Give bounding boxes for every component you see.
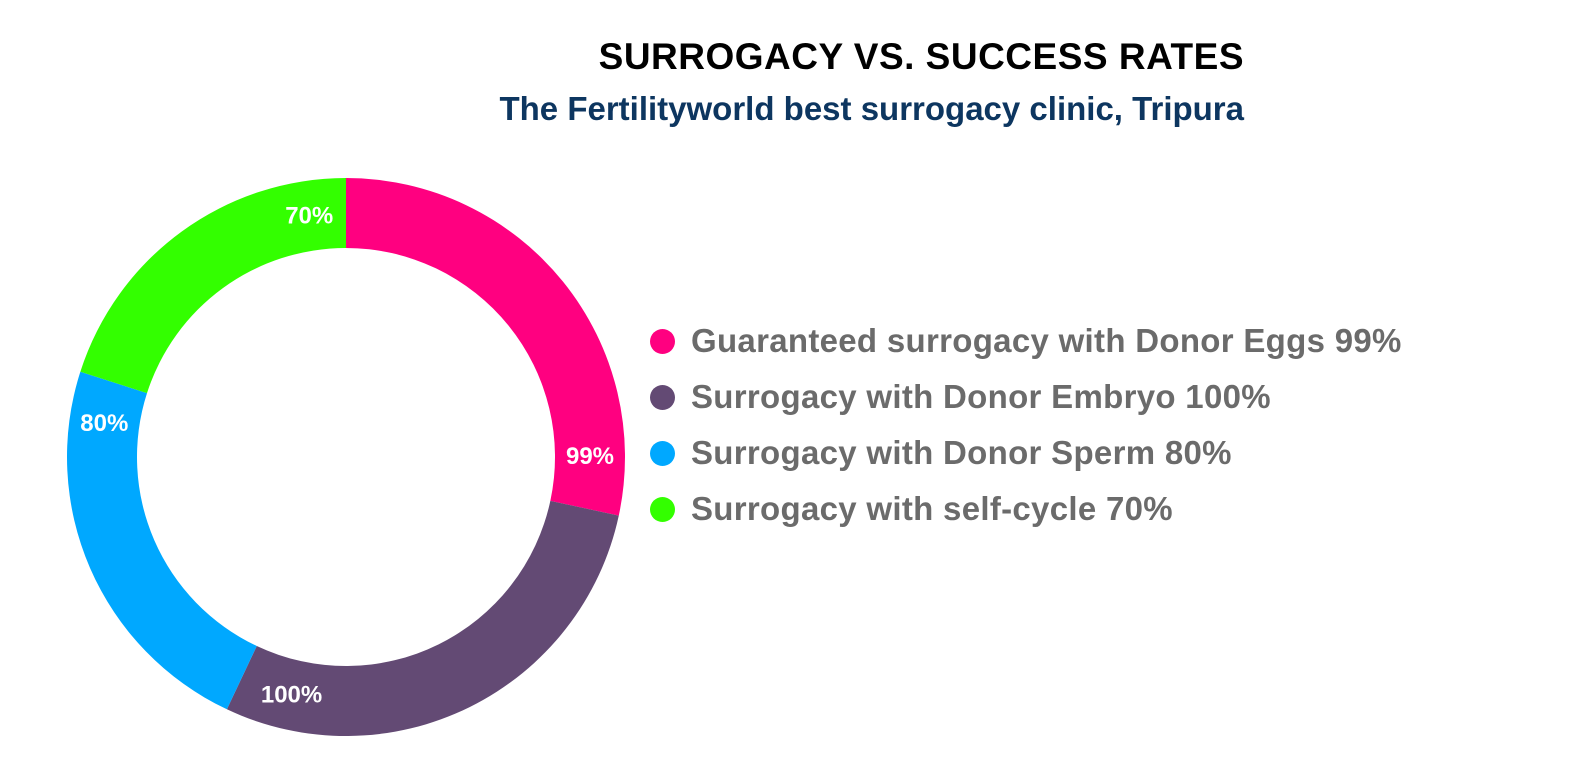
donut-slice-2 — [226, 500, 619, 736]
slice-label-2: 100% — [261, 681, 322, 708]
legend-dot-icon — [650, 496, 675, 522]
chart-subtitle: The Fertilityworld best surrogacy clinic… — [499, 90, 1244, 127]
chart-legend: Guaranteed surrogacy with Donor Eggs 99%… — [650, 313, 1402, 537]
donut-slice-3 — [67, 371, 257, 710]
legend-item-4: Surrogacy with self-cycle 70% — [650, 481, 1402, 537]
slice-label-3: 80% — [80, 410, 128, 437]
donut-chart: 99% 100% 80% 70% — [67, 178, 626, 736]
chart-title: SURROGACY VS. SUCCESS RATES — [598, 36, 1244, 77]
legend-label: Surrogacy with self-cycle 70% — [691, 490, 1173, 527]
legend-label: Guaranteed surrogacy with Donor Eggs 99% — [691, 322, 1402, 359]
donut-slice-1 — [346, 178, 626, 516]
legend-dot-icon — [650, 328, 675, 354]
legend-label: Surrogacy with Donor Embryo 100% — [691, 378, 1271, 415]
legend-dot-icon — [650, 440, 675, 466]
donut-slice-4 — [80, 178, 346, 394]
legend-item-2: Surrogacy with Donor Embryo 100% — [650, 369, 1402, 425]
slice-label-4: 70% — [285, 202, 333, 229]
legend-label: Surrogacy with Donor Sperm 80% — [691, 434, 1232, 471]
legend-dot-icon — [650, 384, 675, 410]
slice-label-1: 99% — [566, 443, 614, 470]
legend-item-1: Guaranteed surrogacy with Donor Eggs 99% — [650, 313, 1402, 369]
legend-item-3: Surrogacy with Donor Sperm 80% — [650, 425, 1402, 481]
